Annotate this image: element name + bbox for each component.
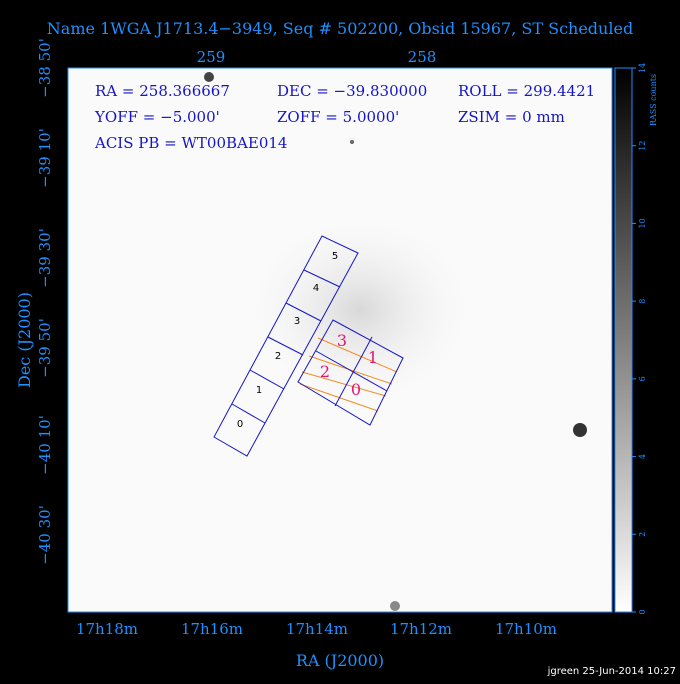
colorbar: [614, 67, 633, 613]
i-chip-label: 2: [320, 362, 330, 381]
source: [390, 601, 400, 611]
bottom-tick-label: 17h18m: [76, 620, 138, 638]
info-zsim: ZSIM = 0 mm: [458, 108, 565, 126]
s-chip-label: 1: [256, 385, 262, 396]
i-chip-label: 1: [368, 348, 378, 367]
footer: jgreen 25-Jun-2014 10:27: [547, 666, 676, 677]
bottom-tick-label: 17h14m: [286, 620, 348, 638]
left-tick-label: −40 30': [36, 505, 54, 565]
colorbar-tick-label: 12: [638, 141, 647, 151]
info-yoff: YOFF = −5.000': [94, 108, 220, 126]
left-tick-label: −39 30': [36, 228, 54, 288]
info-roll: ROLL = 299.4421: [458, 82, 595, 100]
source: [350, 140, 354, 144]
s-chip-label: 3: [294, 316, 300, 327]
s-chip-label: 4: [313, 283, 319, 294]
left-tick-label: −39 10': [36, 128, 54, 188]
colorbar-tick-label: 10: [638, 218, 647, 228]
colorbar-label: RASS counts: [649, 74, 658, 126]
colorbar-tick-label: 8: [638, 299, 647, 304]
top-tick-label: 258: [408, 48, 437, 66]
info-ra: RA = 258.366667: [95, 82, 230, 100]
acis-s-array: [213, 235, 359, 457]
top-tick-label: 259: [197, 48, 226, 66]
s-chip-label: 5: [332, 251, 338, 262]
left-tick-label: −39 50': [36, 318, 54, 378]
i-chip-label: 3: [337, 331, 347, 350]
bottom-tick-label: 17h12m: [390, 620, 452, 638]
source: [573, 423, 587, 437]
colorbar-tick-label: 14: [638, 63, 647, 73]
left-tick-label: −40 10': [36, 415, 54, 475]
colorbar-tick-label: 2: [638, 532, 647, 537]
source: [204, 72, 214, 82]
info-pb: ACIS PB = WT00BAE014: [94, 134, 287, 152]
x-axis-label: RA (J2000): [296, 651, 384, 670]
diffuse-emission: [230, 200, 490, 420]
bottom-tick-label: 17h10m: [495, 620, 557, 638]
colorbar-tick-label: 6: [638, 376, 647, 381]
s-chip-label: 2: [275, 351, 281, 362]
y-axis-label: Dec (J2000): [15, 292, 34, 388]
title: Name 1WGA J1713.4−3949, Seq # 502200, Ob…: [47, 19, 633, 38]
info-zoff: ZOFF = 5.0000': [277, 108, 399, 126]
info-dec: DEC = −39.830000: [277, 82, 427, 100]
s-chip-label: 0: [237, 419, 243, 430]
colorbar-tick-label: 0: [638, 609, 647, 614]
i-chip-label: 0: [351, 380, 361, 399]
bottom-tick-label: 17h16m: [181, 620, 243, 638]
acis-i-array: [297, 319, 404, 426]
left-tick-label: −38 50': [36, 38, 54, 98]
colorbar-tick-label: 4: [638, 454, 647, 459]
